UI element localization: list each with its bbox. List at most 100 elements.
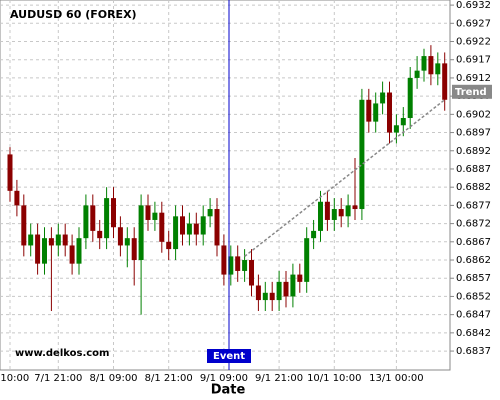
y-tick-label: 0.6837 bbox=[456, 346, 491, 357]
candle-body bbox=[400, 117, 406, 126]
y-tick-label: 0.6842 bbox=[456, 328, 491, 339]
y-tick-label: 0.6852 bbox=[456, 291, 491, 302]
candle-body bbox=[283, 281, 289, 297]
watermark: www.delkos.com bbox=[15, 348, 109, 359]
candle-body bbox=[249, 260, 254, 286]
y-tick-label: 0.6847 bbox=[456, 310, 491, 321]
candle-body bbox=[214, 209, 220, 246]
candle-body bbox=[83, 205, 89, 239]
candle-body bbox=[304, 238, 310, 282]
candle-body bbox=[324, 201, 330, 220]
candle-body bbox=[373, 103, 379, 122]
chart-title: AUDUSD 60 (FOREX) bbox=[10, 8, 137, 21]
y-tick-label: 0.6867 bbox=[456, 237, 491, 248]
y-tick-label: 0.6862 bbox=[456, 255, 491, 266]
candle-body bbox=[318, 201, 323, 231]
y-tick-label: 0.6917 bbox=[456, 55, 491, 66]
candle-body bbox=[255, 285, 261, 301]
candle-body bbox=[152, 212, 158, 220]
x-tick-label: 8/1 09:00 bbox=[89, 373, 137, 384]
x-tick-label: 13/1 00:00 bbox=[369, 373, 423, 384]
candle-body bbox=[14, 190, 20, 206]
candle-body bbox=[145, 205, 151, 220]
candle-body bbox=[345, 205, 351, 217]
candle-body bbox=[338, 209, 344, 217]
candle-body bbox=[166, 241, 172, 250]
candle-body bbox=[393, 125, 399, 133]
candle-body bbox=[221, 245, 227, 275]
y-tick-label: 0.6927 bbox=[456, 18, 491, 29]
candle-body bbox=[262, 292, 268, 301]
candle-body bbox=[97, 230, 103, 239]
candle-body bbox=[414, 70, 420, 78]
candle-body bbox=[207, 209, 213, 217]
candle-body bbox=[387, 92, 392, 133]
candle-body bbox=[380, 92, 386, 104]
event-label: Event bbox=[213, 351, 245, 362]
candle-body bbox=[111, 198, 116, 228]
candle-body bbox=[48, 238, 54, 246]
candle-body bbox=[28, 234, 34, 246]
candle-body bbox=[117, 227, 123, 246]
y-tick-label: 0.6897 bbox=[456, 128, 491, 139]
x-tick-label: 1 10:00 bbox=[0, 373, 29, 384]
y-tick-label: 0.6902 bbox=[456, 109, 491, 120]
candle-body bbox=[269, 292, 275, 301]
trend-label: Trend bbox=[455, 87, 487, 98]
candle-body bbox=[331, 209, 337, 220]
candle-body bbox=[90, 205, 96, 231]
candle-body bbox=[7, 154, 13, 191]
candle-body bbox=[235, 256, 241, 271]
y-tick-label: 0.6882 bbox=[456, 182, 491, 193]
candle-body bbox=[159, 212, 165, 242]
y-tick-label: 0.6892 bbox=[456, 146, 491, 157]
y-tick-label: 0.6932 bbox=[456, 0, 491, 11]
candle-body bbox=[186, 223, 192, 235]
candle-body bbox=[173, 216, 179, 250]
x-tick-label: 7/1 21:00 bbox=[34, 373, 82, 384]
y-tick-label: 0.6887 bbox=[456, 164, 491, 175]
candle-body bbox=[124, 238, 130, 246]
candle-body bbox=[290, 274, 296, 297]
candle-body bbox=[138, 205, 144, 261]
plot-area bbox=[0, 0, 451, 371]
candle-body bbox=[35, 234, 41, 264]
candle-body bbox=[55, 234, 61, 246]
candle-body bbox=[193, 223, 199, 235]
trend-label-box bbox=[452, 84, 492, 99]
candle-body bbox=[276, 281, 282, 301]
y-tick-label: 0.6912 bbox=[456, 73, 491, 84]
y-tick-label: 0.6922 bbox=[456, 37, 491, 48]
candle-body bbox=[242, 260, 248, 271]
y-tick-label: 0.6872 bbox=[456, 219, 491, 230]
candle-body bbox=[76, 238, 82, 264]
candle-body bbox=[131, 238, 137, 261]
event-label-box bbox=[207, 349, 251, 363]
candle-body bbox=[62, 234, 68, 246]
candle-body bbox=[407, 77, 413, 118]
candle-body bbox=[228, 256, 234, 275]
candle-body bbox=[69, 245, 75, 264]
y-tick-label: 0.6857 bbox=[456, 273, 491, 284]
x-axis-label: Date bbox=[211, 383, 246, 398]
trend-line bbox=[244, 99, 446, 257]
candle-body bbox=[352, 205, 358, 210]
candle-body bbox=[366, 99, 372, 122]
x-tick-label: 8/1 21:00 bbox=[145, 373, 193, 384]
candle-body bbox=[359, 99, 365, 210]
candle-body bbox=[180, 216, 185, 235]
candle-body bbox=[435, 63, 441, 75]
x-tick-label: 9/1 21:00 bbox=[255, 373, 303, 384]
candle-body bbox=[421, 56, 427, 71]
x-tick-label: 10/1 10:00 bbox=[307, 373, 361, 384]
candle-body bbox=[104, 198, 110, 239]
candle-body bbox=[200, 216, 206, 235]
x-tick-label: 9/1 09:00 bbox=[200, 373, 248, 384]
candle-body bbox=[428, 56, 434, 75]
y-tick-label: 0.6877 bbox=[456, 200, 491, 211]
candle-body bbox=[297, 274, 303, 282]
candle-body bbox=[21, 205, 27, 246]
candle-body bbox=[311, 230, 317, 239]
candle-body bbox=[42, 238, 47, 264]
